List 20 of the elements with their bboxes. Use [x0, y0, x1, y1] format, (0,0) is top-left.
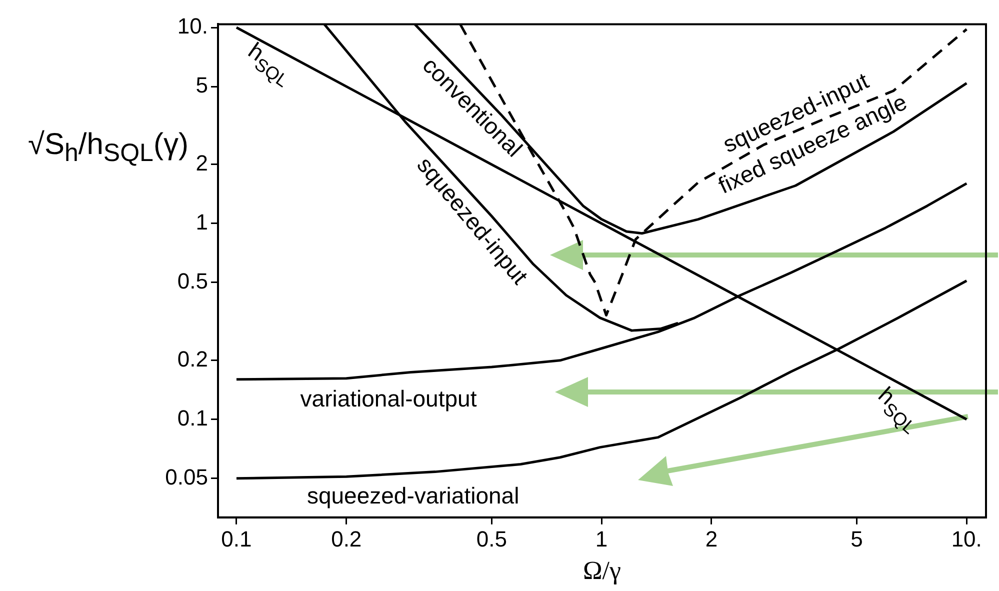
y-tick-label: 5 — [196, 72, 208, 98]
y-tick-label: 2 — [196, 150, 208, 176]
x-tick-label: 2 — [705, 526, 718, 552]
x-tick-label: 1 — [595, 526, 608, 552]
y-axis-title: √S$_{h}$/h$_{SQL}$(γ) — [28, 128, 188, 168]
x-axis-title: Ω/γ — [582, 556, 622, 586]
y-tick-label: 0.2 — [177, 346, 208, 372]
y-tick-label: 0.05 — [165, 464, 208, 490]
y-tick-label: 0.1 — [177, 405, 208, 430]
annotation: hSQL — [244, 37, 292, 92]
y-tick-label: 1 — [196, 210, 208, 235]
annotation: squeezed-variational — [306, 482, 520, 509]
x-tick-label: 10. — [951, 526, 982, 552]
y-tick-label: 10. — [177, 14, 208, 39]
annotation: variational-output — [300, 385, 478, 412]
x-tick-label: 5 — [850, 526, 863, 552]
x-tick-label: 0.1 — [221, 526, 252, 552]
x-tick-label: 0.2 — [331, 526, 362, 552]
x-tick-label: 0.5 — [476, 526, 507, 552]
y-tick-label: 0.5 — [177, 268, 208, 294]
